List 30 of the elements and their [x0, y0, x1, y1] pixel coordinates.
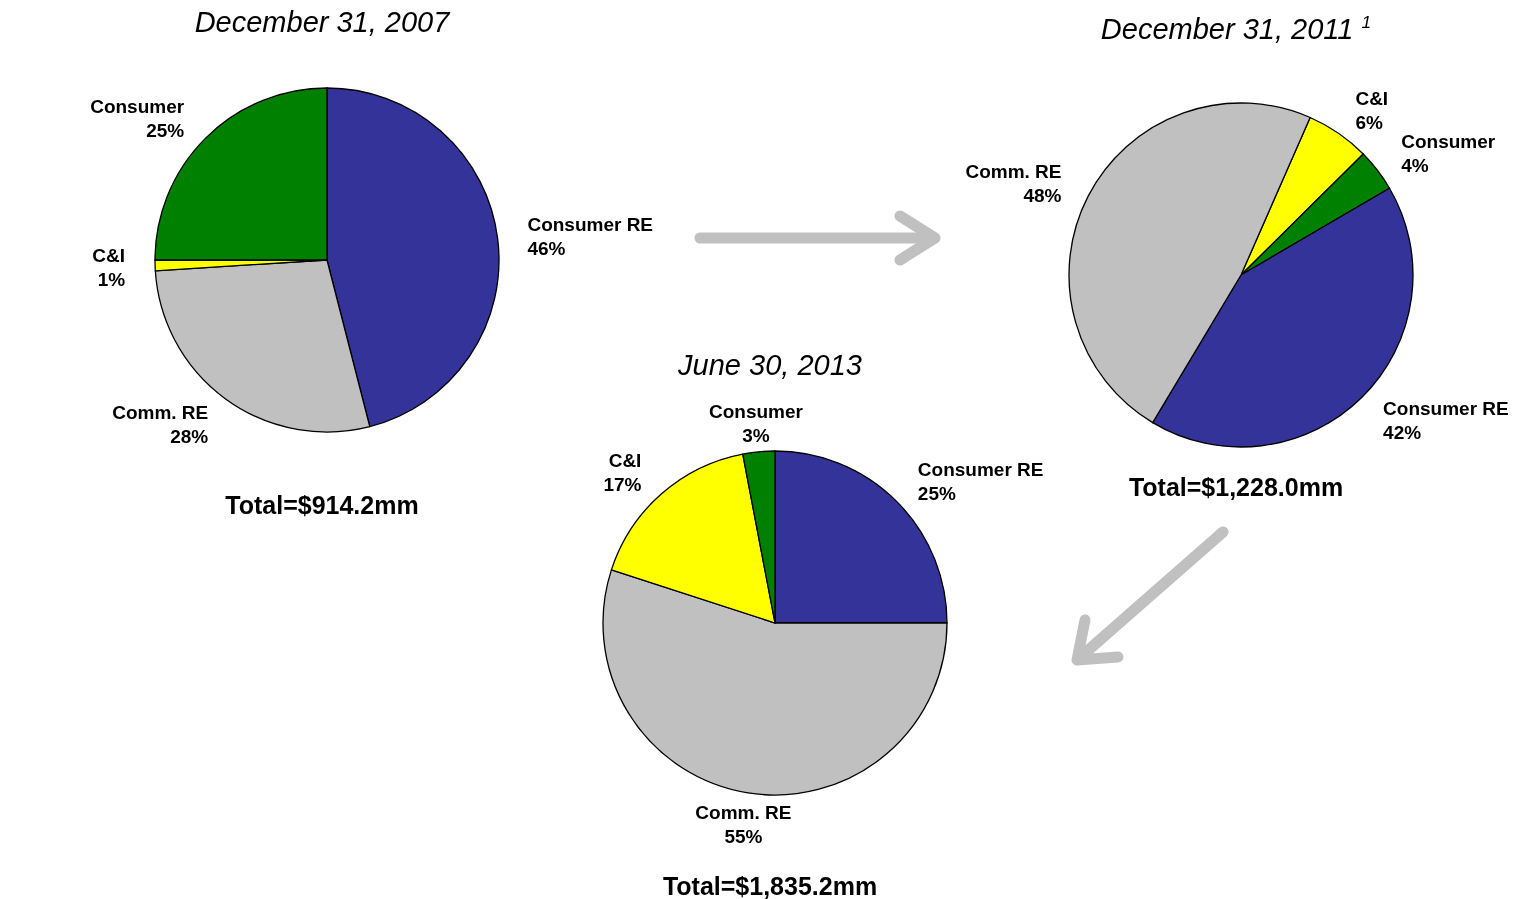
slice-label: C&I [1355, 87, 1389, 109]
data-label: 48% [1023, 185, 1062, 207]
data-label: 25% [917, 483, 956, 505]
slice-label: Consumer [1401, 131, 1496, 153]
slice-label: Consumer RE [1383, 397, 1509, 419]
data-label: 46% [527, 237, 566, 259]
data-label: 4% [1401, 155, 1429, 177]
data-label: 17% [603, 474, 642, 496]
chart-title: June 30, 2013 [678, 349, 862, 381]
slice-label: C&I [92, 245, 126, 267]
slice-label: Comm. RE [112, 402, 209, 424]
data-label: 42% [1383, 421, 1422, 443]
data-label: 28% [170, 426, 209, 448]
slice-label: Comm. RE [965, 161, 1062, 183]
data-label: 1% [97, 269, 126, 291]
data-label: 55% [724, 825, 763, 847]
chart-title: December 31, 2007 [194, 6, 450, 38]
text: Total=$914.2mm [225, 491, 419, 519]
data-label: 25% [146, 120, 185, 142]
data-label: 3% [742, 424, 770, 446]
slice-label: Consumer RE [527, 213, 654, 235]
slice-label: Comm. RE [695, 801, 792, 823]
chart-title: December 31, 2011 $^{1}$ [1100, 12, 1372, 45]
slice-label: Consumer [90, 96, 185, 118]
text: Total=$1,835.2mm [661, 871, 879, 899]
slice-label: Consumer [709, 400, 804, 422]
data-label: 6% [1355, 111, 1383, 133]
slice-label: C&I [608, 450, 642, 472]
text: Total=$1,228.0mm [1128, 473, 1344, 501]
slice-label: Consumer RE [917, 459, 1044, 481]
